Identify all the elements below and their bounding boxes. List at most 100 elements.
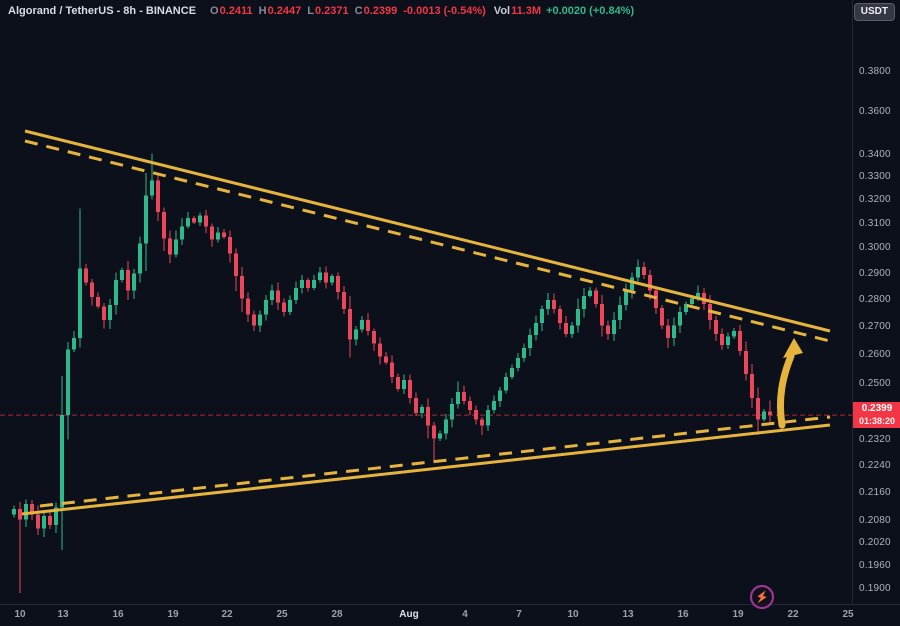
candle (324, 266, 328, 289)
candle (126, 261, 130, 301)
candle-countdown: 01:38:20 (858, 416, 896, 427)
trendline-drawings[interactable] (21, 129, 831, 516)
candle (378, 337, 382, 365)
candle (690, 296, 694, 306)
lower-trendline-solid[interactable] (21, 423, 831, 516)
volume-label: Vol (493, 5, 511, 17)
candle (240, 266, 244, 313)
candle (540, 305, 544, 332)
candle (60, 375, 64, 550)
price-axis-label: 0.2600 (859, 349, 891, 361)
candle (660, 304, 664, 330)
candle (252, 310, 256, 332)
candle (678, 306, 682, 333)
candle (558, 305, 562, 330)
candle (306, 277, 310, 292)
candle (582, 287, 586, 318)
candle (654, 286, 658, 314)
time-axis-tick: 22 (787, 609, 799, 620)
candle (156, 172, 160, 221)
candle (234, 248, 238, 292)
ohlc-high-value: 0.2447 (267, 5, 302, 17)
time-axis-tick: 25 (276, 609, 288, 620)
candle (630, 272, 634, 299)
time-axis-tick: 25 (842, 609, 854, 620)
currency-toggle-button[interactable]: USDT (853, 3, 895, 21)
time-axis-tick: 19 (732, 609, 744, 620)
symbol-title[interactable]: Algorand / TetherUS - 8h - BINANCE (8, 5, 197, 17)
candle (366, 313, 370, 336)
candle (738, 325, 742, 356)
candle (684, 301, 688, 315)
candle (282, 298, 286, 317)
price-axis-label: 0.3400 (859, 148, 891, 160)
price-axis-label: 0.2800 (859, 293, 891, 305)
candle (348, 295, 352, 358)
candle (480, 416, 484, 436)
price-axis-label: 0.3600 (859, 106, 891, 118)
symbol-legend: Algorand / TetherUS - 8h - BINANCE O 0.24… (8, 4, 634, 18)
candle (72, 331, 76, 352)
candle (498, 387, 502, 407)
candle (636, 259, 640, 282)
price-axis-label: 0.3100 (859, 217, 891, 229)
candle (768, 400, 772, 424)
ohlc-low-label: L (307, 5, 314, 17)
candlestick-chart[interactable] (0, 0, 852, 604)
candle (186, 212, 190, 229)
candle (360, 316, 364, 333)
candle (96, 292, 100, 309)
candle (264, 295, 268, 321)
price-axis-label: 0.2240 (859, 460, 891, 472)
current-price-value: 0.2399 (861, 403, 893, 415)
candle (396, 373, 400, 392)
candle (258, 310, 262, 332)
channel-logo-watermark (748, 583, 776, 611)
candlestick-series (12, 153, 772, 593)
price-axis[interactable]: 0.2399 01:38:20 0.3800 0.3600 0.3400 0.3300… (852, 0, 900, 604)
time-axis-tick: 10 (567, 609, 579, 620)
price-axis-label: 0.3000 (859, 242, 891, 254)
upper-trendline-solid[interactable] (24, 129, 831, 333)
candle (696, 285, 700, 302)
candle (132, 268, 136, 299)
candle (354, 326, 358, 346)
candle (144, 173, 148, 272)
candle (552, 293, 556, 314)
candle (606, 320, 610, 340)
time-axis[interactable]: 10 13 16 19 22 25 28 Aug 4 7 10 13 16 19 22 25 (0, 604, 900, 626)
upper-trendline-dashed[interactable] (24, 139, 831, 343)
price-axis-label: 0.2160 (859, 487, 891, 499)
chart-area[interactable]: Algorand / TetherUS - 8h - BINANCE O 0.24… (0, 0, 852, 610)
price-axis-label: 0.2080 (859, 515, 891, 527)
lightning-bolt-icon (749, 584, 775, 610)
candle (468, 396, 472, 416)
ohlc-open-label: O (210, 5, 219, 17)
time-axis-tick: 22 (221, 609, 233, 620)
candle (318, 266, 322, 283)
time-axis-tick: 16 (677, 609, 689, 620)
price-axis-label: 0.2900 (859, 267, 891, 279)
price-axis-label: 0.1900 (859, 583, 891, 594)
candle (288, 295, 292, 315)
breakout-arrow[interactable] (776, 338, 803, 429)
time-axis-tick: 7 (516, 609, 522, 620)
after-hours-change: +0.0020 (+0.84%) (546, 5, 635, 17)
candle (438, 430, 442, 441)
candle (246, 292, 250, 323)
candle (522, 343, 526, 363)
candle (486, 405, 490, 432)
candle (624, 283, 628, 311)
lower-trendline-dashed[interactable] (39, 415, 831, 508)
candle (222, 229, 226, 240)
time-axis-tick: 19 (167, 609, 179, 620)
candle (216, 227, 220, 243)
candle (618, 296, 622, 330)
candle (534, 315, 538, 341)
candle (390, 355, 394, 384)
candle (600, 295, 604, 337)
candle (594, 287, 598, 308)
candle (426, 398, 430, 439)
candle (36, 505, 40, 536)
price-axis-label: 0.3300 (859, 171, 891, 183)
